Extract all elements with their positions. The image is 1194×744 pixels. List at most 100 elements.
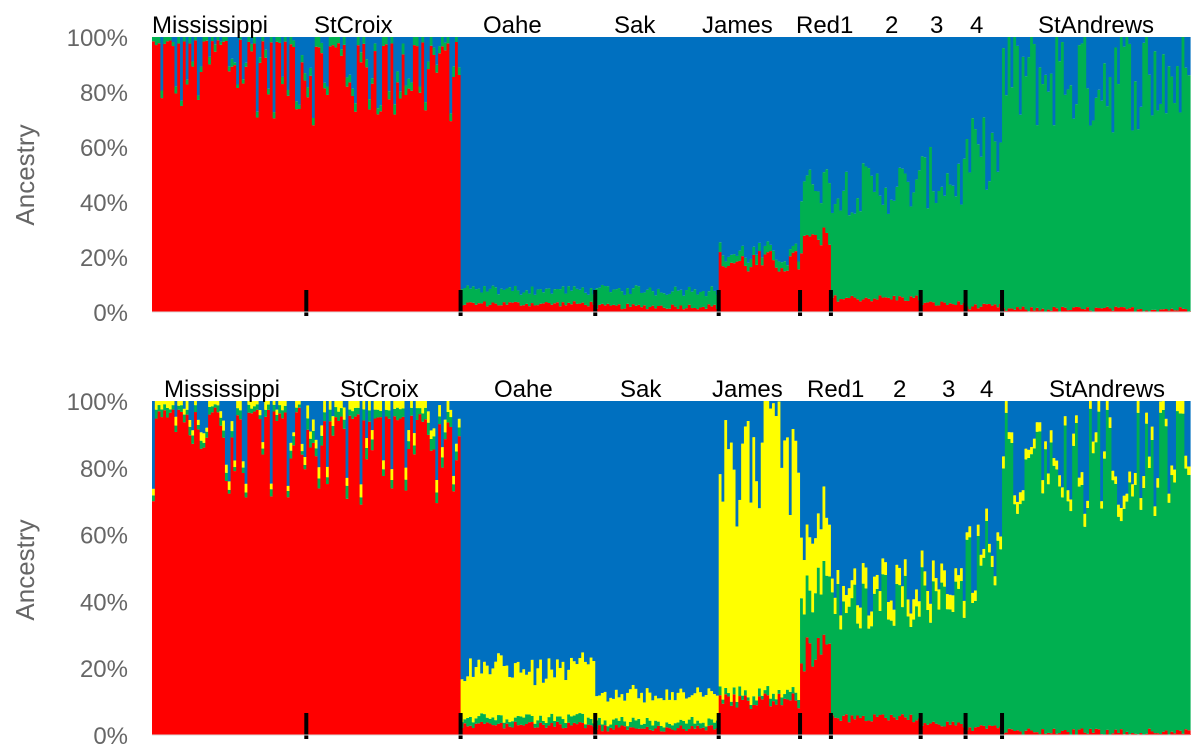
ancestry-bar-segment	[948, 37, 953, 185]
ancestry-bar-segment	[760, 401, 765, 443]
ancestry-bar-segment	[915, 295, 919, 312]
ancestry-bar-segment	[438, 37, 442, 47]
ancestry-bar-segment	[283, 41, 288, 312]
ancestry-bar-segment	[1147, 728, 1152, 735]
ancestry-bar-segment	[662, 401, 666, 701]
ancestry-bar-segment	[968, 526, 972, 538]
ancestry-bar-segment	[1114, 483, 1118, 730]
ancestry-bar-segment	[1016, 501, 1020, 514]
ancestry-bar-segment	[926, 591, 930, 610]
ancestry-bar-segment	[743, 695, 748, 735]
ancestry-bar-segment	[303, 464, 307, 470]
population-standrews-bars	[1002, 37, 1191, 312]
ancestry-bar-segment	[555, 37, 560, 290]
ancestry-bar-segment	[373, 401, 378, 410]
ancestry-bar-segment	[286, 485, 291, 491]
ancestry-bar-segment	[988, 725, 992, 735]
ancestry-bar-segment	[934, 305, 939, 312]
ancestry-bar-segment	[858, 628, 863, 718]
ancestry-bar-segment	[387, 91, 392, 100]
ancestry-bar-segment	[1156, 401, 1160, 479]
ancestry-bar-segment	[1170, 465, 1174, 476]
ancestry-bar-segment	[415, 408, 420, 420]
ancestry-bar-segment	[710, 719, 714, 726]
ancestry-bar-segment	[870, 721, 874, 735]
ancestry-bar-segment	[1080, 37, 1084, 44]
ancestry-bar-segment	[603, 720, 608, 726]
ancestry-bar-segment	[267, 94, 271, 312]
ancestry-bar-segment	[752, 246, 756, 255]
ancestry-bar-segment	[351, 401, 355, 412]
ancestry-bar-segment	[654, 295, 658, 309]
population-separator	[918, 713, 923, 739]
ancestry-bar-segment	[570, 290, 574, 305]
ancestry-bar-segment	[870, 37, 874, 176]
ancestry-bar-segment	[990, 555, 995, 567]
ancestry-bar-segment	[177, 409, 181, 735]
ancestry-bar-segment	[771, 37, 776, 251]
ancestry-bar-segment	[230, 421, 234, 432]
ancestry-bar-segment	[819, 654, 824, 735]
ancestry-bar-segment	[847, 215, 852, 299]
ancestry-bar-segment	[171, 405, 176, 410]
ancestry-bar-segment	[533, 723, 537, 728]
ancestry-bar-segment	[741, 245, 745, 257]
ancestry-bar-segment	[1178, 37, 1183, 113]
ancestry-bar-segment	[581, 37, 585, 288]
ancestry-bar-segment	[317, 467, 321, 479]
ancestry-bar-segment	[553, 721, 557, 727]
ancestry-bar-segment	[850, 598, 854, 716]
ancestry-bar-segment	[567, 401, 571, 670]
ancestry-bar-segment	[1161, 731, 1166, 735]
ancestry-bar-segment	[872, 401, 877, 577]
ancestry-bar-segment	[842, 401, 846, 586]
ancestry-bar-segment	[1147, 467, 1152, 729]
ancestry-bar-segment	[525, 674, 529, 715]
ancestry-bar-segment	[884, 37, 888, 188]
ancestry-bar-segment	[342, 428, 347, 735]
ancestry-bar-segment	[656, 401, 661, 699]
ancestry-bar-segment	[353, 37, 358, 104]
ancestry-bar-segment	[682, 309, 686, 312]
ancestry-bar-segment	[746, 697, 751, 701]
ancestry-bar-segment	[965, 401, 969, 533]
ancestry-bar-segment	[724, 261, 728, 268]
ancestry-bar-segment	[993, 37, 998, 142]
ancestry-bar-segment	[945, 37, 950, 174]
ancestry-bar-segment	[152, 501, 156, 735]
ancestry-bar-segment	[628, 306, 633, 312]
ancestry-bar-segment	[199, 448, 204, 735]
ancestry-bar-segment	[724, 401, 728, 421]
ancestry-bar-segment	[536, 668, 540, 721]
ancestry-bar-segment	[1094, 432, 1099, 443]
ancestry-bar-segment	[1119, 507, 1124, 522]
ancestry-bar-segment	[802, 614, 807, 672]
ancestry-bar-segment	[777, 401, 782, 402]
ancestry-bar-segment	[699, 728, 703, 735]
ancestry-bar-segment	[943, 401, 947, 571]
ancestry-bar-segment	[278, 413, 282, 735]
ancestry-bar-segment	[222, 401, 226, 421]
ancestry-bar-segment	[1133, 484, 1138, 734]
ancestry-bar-segment	[494, 37, 498, 288]
ancestry-bar-segment	[1167, 493, 1171, 503]
ancestry-bar-segment	[993, 304, 998, 312]
ancestry-bar-segment	[1156, 733, 1160, 735]
ancestry-bar-segment	[1072, 433, 1076, 446]
ancestry-bar-segment	[300, 401, 305, 444]
ancestry-bar-segment	[1083, 37, 1087, 310]
ancestry-bar-segment	[519, 672, 523, 717]
ancestry-bar-segment	[1103, 307, 1107, 312]
ancestry-bar-segment	[320, 53, 324, 313]
ancestry-bar-segment	[780, 705, 784, 735]
ancestry-bar-segment	[570, 657, 574, 717]
ancestry-bar-segment	[954, 196, 958, 306]
ancestry-bar-segment	[1175, 310, 1180, 312]
ancestry-bar-segment	[339, 416, 344, 735]
ancestry-bar-segment	[323, 88, 327, 312]
ancestry-bar-segment	[525, 714, 529, 724]
ancestry-bar-segment	[1055, 401, 1059, 461]
ancestry-bar-segment	[965, 37, 969, 140]
ancestry-bar-segment	[973, 37, 978, 130]
